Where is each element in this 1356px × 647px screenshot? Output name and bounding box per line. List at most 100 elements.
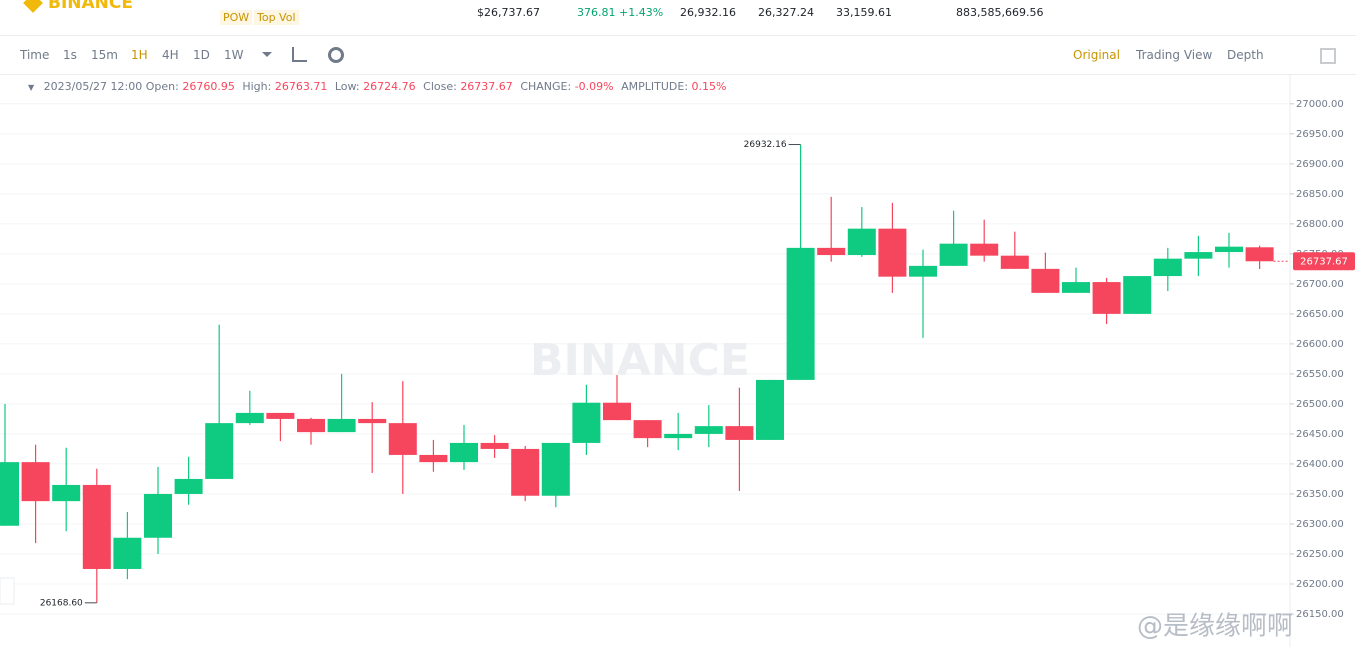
y-tick-label: 26600.00 (1296, 339, 1344, 350)
layout-icon[interactable] (1320, 48, 1336, 64)
candle-body (909, 265, 937, 277)
legend-value: 0.15% (691, 80, 727, 93)
logo[interactable]: BINANCE (48, 0, 133, 13)
legend-label: Low: (334, 80, 360, 93)
toolbar: Time 1s 15m 1H 4H 1D 1W Original Trading… (0, 36, 1356, 75)
tag[interactable]: POW (220, 10, 253, 25)
last-price-tag (1293, 252, 1355, 271)
candle-body (694, 426, 723, 434)
candle-body (756, 379, 784, 440)
legend-value: -0.09% (574, 80, 614, 93)
candle-body (847, 228, 876, 256)
interval[interactable]: 1W (224, 48, 244, 62)
legend-value: 26724.76 (363, 80, 416, 93)
candle-body (327, 418, 356, 433)
legend-label: Close: (423, 80, 457, 93)
logo-icon (23, 0, 43, 13)
annotation: 26168.60 (40, 598, 83, 608)
candle-body (52, 484, 81, 502)
indicator-icon[interactable] (292, 47, 307, 62)
view-active[interactable]: Original (1073, 48, 1120, 62)
candle-body (878, 228, 907, 277)
y-tick-label: 26300.00 (1296, 519, 1344, 530)
candle-body (266, 412, 295, 419)
y-tick-label: 26450.00 (1296, 429, 1344, 440)
candle-body (1123, 276, 1152, 314)
stat: $26,737.67 (477, 6, 540, 19)
interval[interactable]: Time (20, 48, 50, 62)
y-tick-label: 26650.00 (1296, 309, 1344, 320)
collapse-icon[interactable]: ▼ (28, 83, 35, 92)
expand-button[interactable] (0, 577, 15, 605)
watermark: BINANCE (530, 335, 750, 386)
legend-value: 26763.71 (274, 80, 328, 93)
candle-body (664, 433, 693, 439)
tag[interactable]: Top Vol (254, 10, 299, 25)
y-tick-label: 26850.00 (1296, 189, 1344, 200)
legend-label: Open: (145, 80, 179, 93)
candle-body (21, 462, 50, 502)
candle-body (633, 420, 662, 439)
dropdown[interactable] (262, 52, 272, 57)
view[interactable]: Depth (1227, 48, 1264, 62)
last-price-label: 26737.67 (1300, 256, 1348, 267)
stat: 376.81 +1.43% (577, 6, 664, 19)
legend-label: High: (242, 80, 272, 93)
annotation: 26932.16 (744, 140, 787, 150)
interval[interactable]: 4H (162, 48, 179, 62)
y-tick-label: 26800.00 (1296, 219, 1344, 230)
legend-time: 2023/05/27 12:00 (43, 80, 143, 93)
interval-active[interactable]: 1H (131, 48, 148, 62)
stat: 33,159.61 (836, 6, 892, 19)
y-tick-label: 26500.00 (1296, 399, 1344, 410)
candle-body (0, 462, 19, 526)
candle-body (113, 537, 142, 569)
candle-body (82, 484, 111, 569)
legend-label: CHANGE: (520, 80, 572, 93)
candle-body (1153, 258, 1182, 277)
chart: 26932.16 26168.60 BINANCE 26150.00 26200.0… (0, 75, 1356, 647)
y-tick-label: 26700.00 (1296, 279, 1344, 290)
stat: 26,932.16 (680, 6, 736, 19)
candle-body (725, 426, 754, 440)
candle-body (297, 418, 325, 433)
candle-body (480, 442, 509, 449)
candle-body (786, 247, 815, 380)
candle-body (1000, 255, 1029, 269)
candle-body (235, 412, 264, 424)
y-tick-label: 26550.00 (1296, 369, 1344, 380)
stat: 26,327.24 (758, 6, 814, 19)
candle-body (174, 478, 203, 494)
interval[interactable]: 1s (63, 48, 77, 62)
legend-label: AMPLITUDE: (621, 80, 689, 93)
candle-body (1215, 246, 1243, 253)
candle-body (1092, 282, 1121, 314)
y-tick-label: 26950.00 (1296, 129, 1344, 140)
legend-value: 26737.67 (460, 80, 513, 93)
view[interactable]: Trading View (1136, 48, 1213, 62)
legend-value: 26760.95 (182, 80, 235, 93)
stat: 883,585,669.56 (956, 6, 1044, 19)
candle-body (603, 402, 631, 421)
candle-body (419, 454, 448, 463)
interval[interactable]: 1D (193, 48, 210, 62)
candle-body (970, 243, 999, 256)
credit: @是缘缘啊啊 (1137, 612, 1293, 642)
candle-body (1062, 282, 1090, 293)
y-tick-label: 26150.00 (1296, 609, 1344, 620)
y-tick-label: 27000.00 (1296, 99, 1344, 110)
candle-body (205, 423, 234, 479)
candle-body (144, 493, 172, 538)
settings-icon[interactable] (328, 47, 344, 63)
candle-body (572, 402, 601, 443)
candle-body (939, 243, 968, 266)
candle-body (1245, 247, 1274, 262)
candle-body (388, 423, 417, 455)
y-tick-label: 26900.00 (1296, 159, 1344, 170)
candle-body (358, 418, 387, 424)
candle-body (1031, 268, 1060, 293)
y-tick-label: 26200.00 (1296, 579, 1344, 590)
interval[interactable]: 15m (91, 48, 118, 62)
y-tick-label: 26250.00 (1296, 549, 1344, 560)
